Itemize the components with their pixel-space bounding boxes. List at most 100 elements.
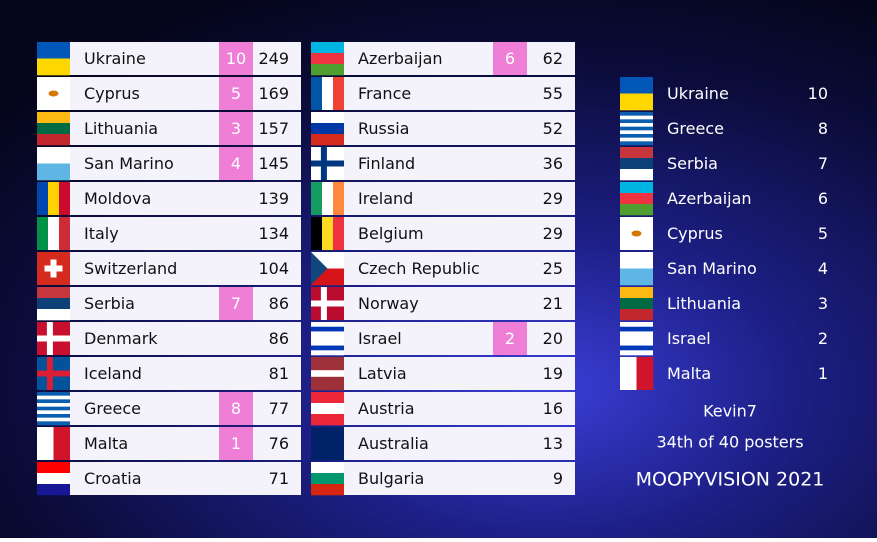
points-box <box>219 392 253 425</box>
flag-stripe <box>620 345 653 351</box>
flag-stripe <box>311 484 344 496</box>
row-box <box>344 42 575 75</box>
flag-stripe <box>37 58 70 76</box>
points-received: 3 <box>231 119 241 138</box>
flag-stripe <box>620 309 653 321</box>
points-box <box>219 112 253 145</box>
country-name: Switzerland <box>84 259 177 278</box>
flag-stripe <box>37 163 70 181</box>
flag-stripe <box>37 395 70 400</box>
flag-stripe <box>620 134 653 138</box>
points-box <box>493 42 527 75</box>
row-box <box>70 392 301 425</box>
points-received: 7 <box>231 294 241 313</box>
total-score: 16 <box>543 399 563 418</box>
flag-emblem <box>631 230 642 237</box>
flag-stripe <box>311 363 344 371</box>
flag-stripe <box>620 141 653 146</box>
total-score: 81 <box>269 364 289 383</box>
flag-cross <box>311 300 344 307</box>
flag-stripe <box>333 182 345 215</box>
vote-points: 1 <box>818 364 828 383</box>
flag-stripe <box>620 119 653 124</box>
vote-country: Malta <box>667 364 711 383</box>
flag-stripe <box>311 123 344 135</box>
country-name: Belgium <box>358 224 424 243</box>
total-score: 20 <box>543 329 563 348</box>
row-box <box>344 357 575 390</box>
vote-points: 5 <box>818 224 828 243</box>
vote-points: 10 <box>808 84 828 103</box>
total-score: 55 <box>543 84 563 103</box>
total-score: 86 <box>269 329 289 348</box>
flag-stripe <box>311 77 323 110</box>
vote-points: 3 <box>818 294 828 313</box>
total-score: 134 <box>258 224 289 243</box>
flag-stripe <box>37 406 70 411</box>
flag-stripe <box>620 193 653 205</box>
row-box <box>70 252 301 285</box>
flag-stripe <box>37 298 70 310</box>
flag-stripe <box>620 357 637 390</box>
flag-stripe <box>620 326 653 332</box>
row-box <box>70 217 301 250</box>
flag-stripe <box>620 112 653 116</box>
flag-stripe <box>620 126 653 131</box>
country-name: San Marino <box>84 154 174 173</box>
row-box <box>70 357 301 390</box>
flag-stripe <box>620 182 653 194</box>
country-name: Australia <box>358 434 429 453</box>
row-box <box>70 182 301 215</box>
row-box <box>344 217 575 250</box>
total-score: 104 <box>258 259 289 278</box>
total-score: 71 <box>269 469 289 488</box>
flag-stripe <box>311 217 323 250</box>
vote-points: 8 <box>818 119 828 138</box>
row-box <box>344 112 575 145</box>
flag-stripe <box>322 217 334 250</box>
country-name: Austria <box>358 399 415 418</box>
vote-country: Lithuania <box>667 294 741 313</box>
flag-stripe <box>37 309 70 321</box>
total-score: 139 <box>258 189 289 208</box>
flag-triangle <box>311 252 328 285</box>
flag-stripe <box>311 64 344 76</box>
points-box <box>219 427 253 460</box>
row-box <box>70 322 301 355</box>
flag-stripe <box>311 345 344 351</box>
flag-stripe <box>333 217 345 250</box>
flag-stripe <box>311 182 323 215</box>
flag-stripe <box>37 392 70 396</box>
total-score: 169 <box>258 84 289 103</box>
row-box <box>344 322 575 355</box>
flag-cross <box>37 370 70 377</box>
row-box <box>344 182 575 215</box>
flag-stripe <box>620 130 653 135</box>
flag-stripe <box>620 158 653 170</box>
flag-stripe <box>311 350 344 356</box>
flag-stripe <box>636 357 654 390</box>
flag-stripe <box>620 93 653 111</box>
row-box <box>70 427 301 460</box>
flag-stripe <box>620 123 653 127</box>
flag-stripe <box>620 322 653 328</box>
flag-stripe <box>53 427 71 460</box>
flag-stripe <box>311 403 344 415</box>
points-box <box>219 147 253 180</box>
points-box <box>219 287 253 320</box>
flag-stripe <box>37 399 70 404</box>
flag-stripe <box>620 298 653 310</box>
total-score: 29 <box>543 224 563 243</box>
flag-stripe <box>620 336 653 342</box>
vote-points: 2 <box>818 329 828 348</box>
total-score: 249 <box>258 49 289 68</box>
country-name: Italy <box>84 224 119 243</box>
row-box <box>70 42 301 75</box>
country-name: Cyprus <box>84 84 140 103</box>
points-box <box>219 77 253 110</box>
vote-country: Ukraine <box>667 84 729 103</box>
flag-stripe <box>37 462 70 474</box>
flag-stripe <box>311 473 344 485</box>
country-name: Latvia <box>358 364 407 383</box>
total-score: 19 <box>543 364 563 383</box>
